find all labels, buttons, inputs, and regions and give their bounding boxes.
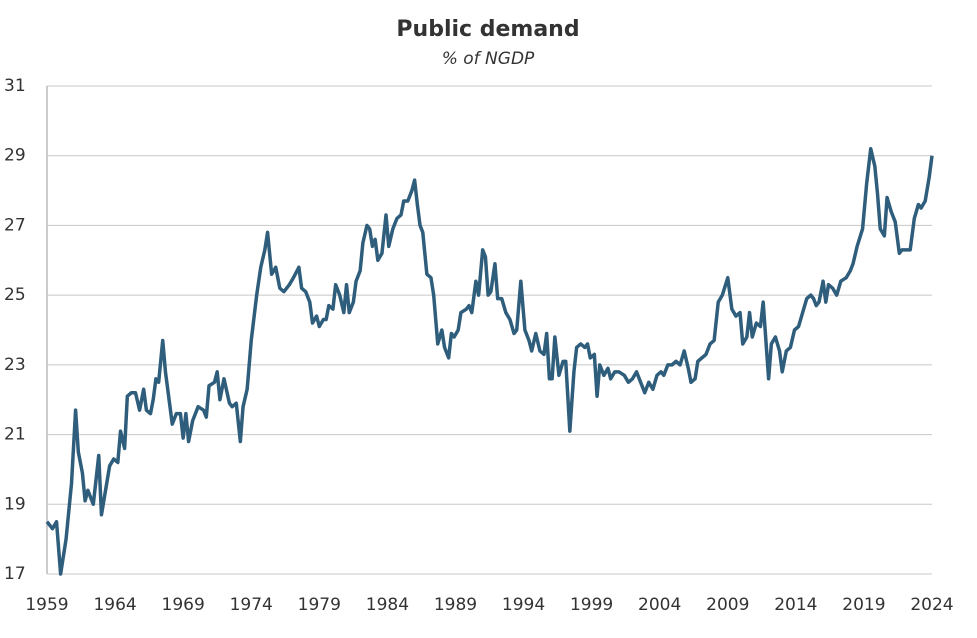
y-tick-label: 31 xyxy=(4,76,26,96)
x-tick-label: 1994 xyxy=(502,595,545,615)
x-tick-label: 2019 xyxy=(842,595,885,615)
x-tick-label: 2014 xyxy=(774,595,817,615)
x-tick-label: 1984 xyxy=(366,595,409,615)
x-tick-label: 1959 xyxy=(25,595,68,615)
x-tick-label: 2009 xyxy=(706,595,749,615)
x-tick-label: 1969 xyxy=(162,595,205,615)
data-line xyxy=(45,146,934,576)
x-tick-label: 2004 xyxy=(638,595,681,615)
x-tick-label: 1999 xyxy=(570,595,613,615)
x-tick-label: 1964 xyxy=(93,595,136,615)
y-tick-label: 23 xyxy=(4,355,26,375)
x-tick-label: 1979 xyxy=(298,595,341,615)
y-tick-label: 19 xyxy=(4,494,26,514)
y-tick-label: 21 xyxy=(4,425,26,445)
x-tick-label: 2024 xyxy=(910,595,953,615)
y-tick-label: 27 xyxy=(4,215,26,235)
y-tick-label: 17 xyxy=(4,564,26,584)
chart-subtitle: % of NGDP xyxy=(442,49,535,69)
x-tick-label: 1989 xyxy=(434,595,477,615)
y-tick-label: 25 xyxy=(4,285,26,305)
x-tick-label: 1974 xyxy=(230,595,273,615)
y-tick-label: 29 xyxy=(4,146,26,166)
chart-title: Public demand xyxy=(396,17,579,42)
